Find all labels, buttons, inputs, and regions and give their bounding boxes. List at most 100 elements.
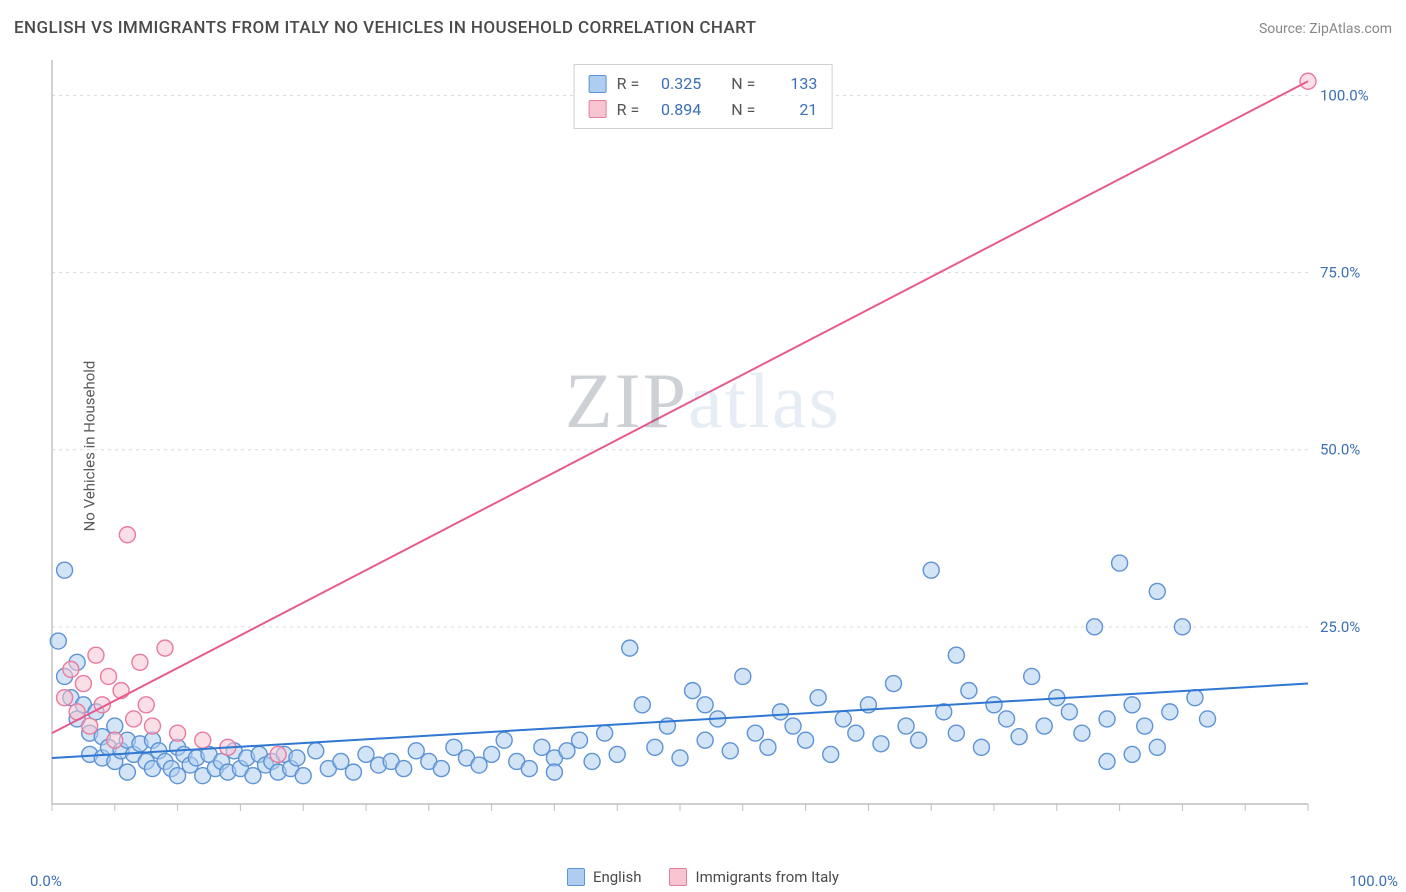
plot-area: 25.0% 50.0% 75.0% 100.0% <box>46 60 1392 844</box>
stat-r-value: 0.325 <box>649 71 701 97</box>
stat-r-label: R = <box>617 71 640 97</box>
data-point <box>63 661 79 677</box>
data-point <box>345 764 361 780</box>
data-point <box>584 753 600 769</box>
title-bar: ENGLISH VS IMMIGRANTS FROM ITALY NO VEHI… <box>14 18 1392 38</box>
data-point <box>785 718 801 734</box>
data-point <box>195 732 211 748</box>
data-point <box>572 732 588 748</box>
data-point <box>157 640 173 656</box>
stat-n-label: N = <box>731 97 755 123</box>
data-point <box>170 725 186 741</box>
legend-label: Immigrants from Italy <box>695 868 839 886</box>
data-point <box>1124 697 1140 713</box>
data-point <box>308 743 324 759</box>
stat-n-value: 21 <box>765 97 817 123</box>
data-point <box>270 746 286 762</box>
data-point <box>948 647 964 663</box>
data-point <box>973 739 989 755</box>
legend-swatch <box>567 868 585 886</box>
data-point <box>948 725 964 741</box>
data-point <box>1024 668 1040 684</box>
data-point <box>1200 711 1216 727</box>
source-label: Source: ZipAtlas.com <box>1259 21 1392 37</box>
data-point <box>546 764 562 780</box>
data-point <box>1099 711 1115 727</box>
data-point <box>622 640 638 656</box>
y-tick-label: 100.0% <box>1320 86 1369 104</box>
data-point <box>1112 555 1128 571</box>
data-point <box>521 761 537 777</box>
data-point <box>82 718 98 734</box>
legend-swatch <box>589 75 607 93</box>
data-point <box>848 725 864 741</box>
trend-line <box>52 684 1308 758</box>
data-point <box>101 668 117 684</box>
data-point <box>289 750 305 766</box>
data-point <box>496 732 512 748</box>
data-point <box>772 704 788 720</box>
data-point <box>760 739 776 755</box>
data-point <box>735 668 751 684</box>
data-point <box>1300 73 1316 89</box>
data-point <box>484 746 500 762</box>
bottom-legend: English Immigrants from Italy <box>0 868 1406 886</box>
y-tick-label: 75.0% <box>1320 264 1360 282</box>
stat-n-label: N = <box>731 71 755 97</box>
data-point <box>634 697 650 713</box>
legend-swatch <box>589 100 607 118</box>
stat-legend-row: R =0.894N =21 <box>589 97 818 123</box>
data-point <box>1162 704 1178 720</box>
data-point <box>126 711 142 727</box>
data-point <box>886 676 902 692</box>
data-point <box>119 527 135 543</box>
data-point <box>57 690 73 706</box>
data-point <box>1086 619 1102 635</box>
stat-n-value: 133 <box>765 71 817 97</box>
chart-svg: 25.0% 50.0% 75.0% 100.0% <box>46 60 1392 844</box>
data-point <box>1061 704 1077 720</box>
data-point <box>1137 718 1153 734</box>
legend-item: Immigrants from Italy <box>669 868 839 886</box>
data-point <box>57 562 73 578</box>
data-point <box>810 690 826 706</box>
legend-label: English <box>593 868 642 886</box>
data-point <box>88 647 104 663</box>
data-point <box>75 676 91 692</box>
legend-item: English <box>567 868 642 886</box>
data-point <box>1149 739 1165 755</box>
data-point <box>873 736 889 752</box>
data-point <box>835 711 851 727</box>
stat-legend: R =0.325N =133R =0.894N =21 <box>574 64 833 129</box>
data-point <box>138 697 154 713</box>
data-point <box>107 732 123 748</box>
data-point <box>911 732 927 748</box>
data-point <box>961 683 977 699</box>
data-point <box>119 764 135 780</box>
data-point <box>923 562 939 578</box>
data-point <box>647 739 663 755</box>
data-point <box>609 746 625 762</box>
y-tick-label: 25.0% <box>1320 618 1360 636</box>
data-point <box>672 750 688 766</box>
data-point <box>132 654 148 670</box>
data-point <box>1011 729 1027 745</box>
data-point <box>1036 718 1052 734</box>
data-point <box>798 732 814 748</box>
data-point <box>1149 583 1165 599</box>
data-point <box>295 768 311 784</box>
data-point <box>1074 725 1090 741</box>
data-point <box>986 697 1002 713</box>
stat-r-value: 0.894 <box>649 97 701 123</box>
data-point <box>433 761 449 777</box>
data-point <box>697 697 713 713</box>
chart-title: ENGLISH VS IMMIGRANTS FROM ITALY NO VEHI… <box>14 18 756 38</box>
y-tick-label: 50.0% <box>1320 441 1360 459</box>
data-point <box>747 725 763 741</box>
data-point <box>999 711 1015 727</box>
data-point <box>898 718 914 734</box>
data-point <box>1099 753 1115 769</box>
data-point <box>1174 619 1190 635</box>
data-point <box>396 761 412 777</box>
data-point <box>685 683 701 699</box>
